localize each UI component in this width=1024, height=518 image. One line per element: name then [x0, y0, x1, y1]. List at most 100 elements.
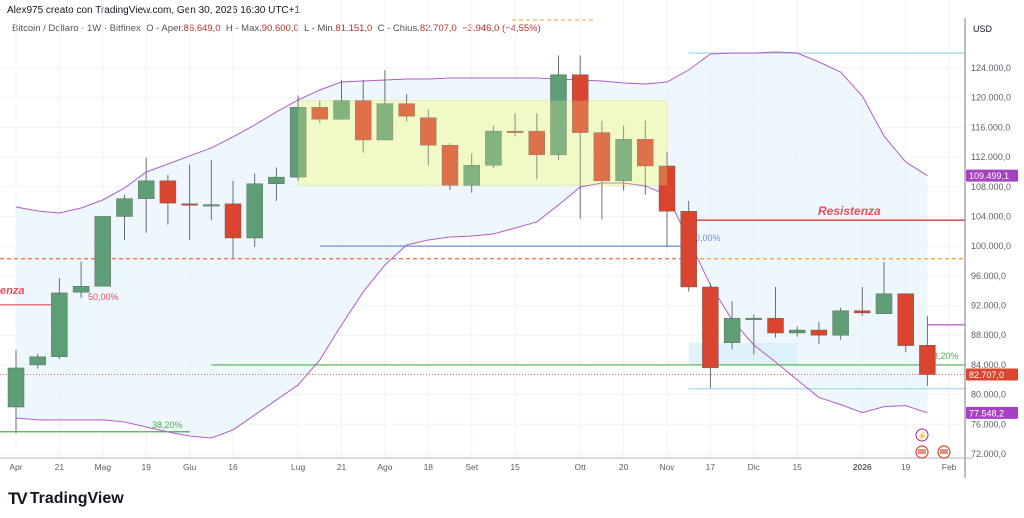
price-label: 82.707,0: [969, 370, 1004, 380]
candle: [441, 142, 459, 190]
time-tick-label: 20: [619, 462, 629, 472]
time-tick-label: 15: [510, 462, 520, 472]
candle: [355, 79, 372, 153]
bollinger-lower: [15, 182, 928, 439]
time-tick-label: Dic: [748, 462, 761, 472]
price-label: 77.548,2: [969, 408, 1004, 418]
candle-body: [159, 180, 177, 204]
candle-body: [485, 130, 502, 166]
candle-body: [268, 176, 285, 185]
candle-body: [94, 216, 112, 287]
bollinger-upper: [15, 51, 928, 214]
candle: [333, 79, 350, 120]
candle: [116, 194, 133, 241]
resistance-left-label: enza: [0, 285, 24, 297]
candle-body: [789, 329, 806, 334]
time-tick-label: Giu: [183, 462, 197, 472]
candle-body: [376, 103, 394, 141]
price-tick-label: 92.000,0: [971, 301, 1006, 311]
time-tick-label: 16: [228, 462, 238, 472]
candle-body: [702, 286, 719, 369]
candle-body: [854, 310, 871, 314]
price-tick-label: 104.000,0: [971, 211, 1011, 221]
price-chart[interactable]: Resistenza enza 50,00% 50,00% 38,20% 38,20% US…: [0, 0, 1024, 485]
price-axis-bg: [965, 0, 1024, 485]
candle: [376, 70, 394, 141]
candle: [203, 160, 220, 221]
candle: [658, 151, 676, 247]
candle: [572, 55, 589, 219]
price-tick-label: 80.000,0: [971, 390, 1006, 400]
candle-body: [203, 204, 220, 207]
price-tick-label: 124.000,0: [971, 63, 1011, 73]
currency-label: USD: [973, 24, 993, 34]
price-tick-label: 120.000,0: [971, 93, 1011, 103]
candle: [680, 200, 697, 292]
candle-body: [767, 317, 784, 334]
candle-body: [506, 130, 524, 133]
time-tick-label: 2026: [853, 462, 872, 472]
candle-body: [528, 130, 545, 156]
time-tick-label: Mag: [95, 462, 112, 472]
time-tick-label: 19: [141, 462, 151, 472]
close-value: 82.707,0: [419, 23, 457, 34]
candle-body: [181, 203, 198, 206]
candle: [789, 326, 806, 337]
candle: [311, 100, 328, 123]
price-label: 109.499,1: [969, 171, 1009, 181]
candle: [919, 315, 936, 387]
candle-body: [897, 293, 914, 346]
candle: [832, 307, 849, 340]
candle: [593, 120, 611, 220]
candle-body: [355, 100, 372, 141]
candle-body: [745, 317, 762, 320]
candle-body: [550, 74, 567, 156]
candle: [51, 278, 68, 359]
bollinger-fill: [16, 51, 928, 438]
close-label: C - Chius.: [377, 23, 420, 34]
time-tick-label: Set: [465, 462, 478, 472]
us-flag-stripes: [940, 449, 948, 454]
time-tick-label: Feb: [942, 462, 957, 472]
candle-body: [875, 293, 893, 314]
candle-body: [723, 317, 741, 343]
candle: [506, 113, 524, 137]
candle: [702, 283, 719, 388]
brand-name: TradingView: [29, 490, 124, 507]
candle-body: [29, 356, 46, 366]
price-tick-label: 84.000,0: [971, 360, 1006, 370]
high-value: 90.600,0: [261, 23, 299, 34]
change-value: −3.946,0 (−4,55%): [462, 23, 541, 34]
candle: [72, 261, 90, 299]
candle-body: [224, 203, 242, 239]
candle: [224, 180, 242, 259]
candle-body: [51, 292, 68, 357]
fib-50-label: 50,00%: [690, 233, 721, 243]
candle-body: [333, 100, 350, 120]
author-line: Alex975 creato con TradingView.com, Gen …: [7, 5, 301, 16]
time-tick-label: 15: [792, 462, 802, 472]
time-tick-label: 21: [55, 462, 65, 472]
candle-body: [398, 103, 415, 117]
candle: [246, 173, 263, 247]
price-tick-label: 116.000,0: [971, 122, 1010, 132]
candle-body: [441, 144, 459, 186]
candle: [137, 157, 155, 233]
candle-body: [420, 117, 437, 146]
symbol-name: Bitcoin / Dollaro · 1W · Bitfinex: [12, 23, 141, 34]
candle-body: [658, 165, 676, 212]
price-tick-label: 76.000,0: [971, 419, 1006, 429]
low-value: 81.151,0: [335, 23, 373, 34]
candle: [420, 109, 437, 166]
price-label-bg: [966, 368, 1018, 381]
candle-body: [137, 180, 155, 199]
tradingview-logo[interactable]: TV TradingView: [8, 489, 124, 509]
candle-body: [919, 345, 936, 375]
candle: [94, 216, 112, 287]
candle-body: [72, 286, 90, 293]
fib-38-left-label: 38,20%: [152, 420, 183, 430]
lightning-glyph: ⚡: [917, 431, 927, 441]
time-tick-label: Ott: [575, 462, 587, 472]
candle: [875, 261, 893, 314]
resistance-label: Resistenza: [818, 204, 881, 218]
